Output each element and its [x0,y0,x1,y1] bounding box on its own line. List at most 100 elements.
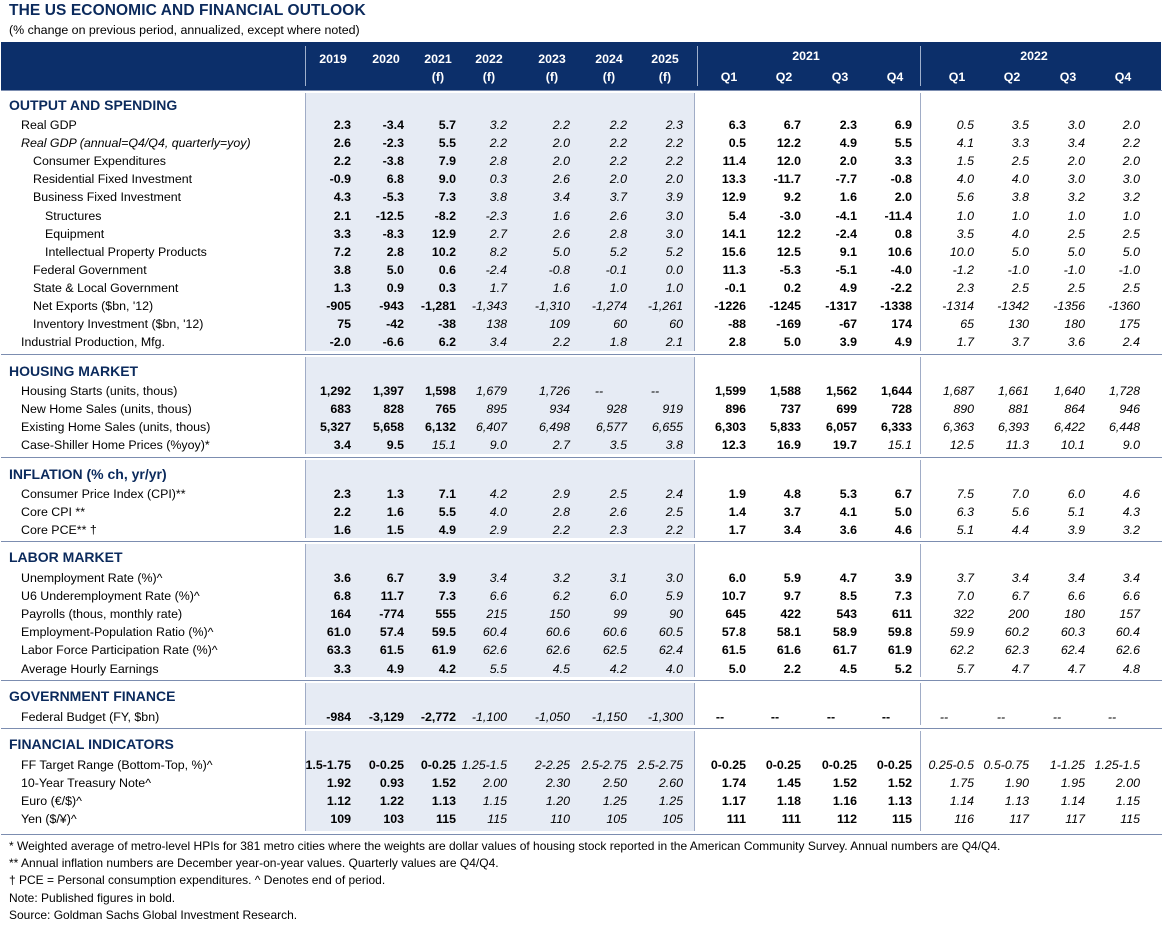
table-cell: 683 [330,402,351,417]
footnote-line: * Weighted average of metro-level HPIs f… [9,839,1001,853]
table-cell: -1226 [714,299,746,313]
table-row: Yen ($/¥)^ 109 103 115 115 110 105 105 111 111 112… [0,810,1163,828]
table-cell: 7.3 [438,190,456,205]
table-cell: 4.9 [438,523,456,538]
table-cell: 59.9 [949,625,974,640]
table-cell: 10.0 [949,244,974,259]
table-cell: -0.1 [605,262,627,277]
table-cell: -1356 [1053,299,1085,313]
table-cell: -2.3 [485,208,507,223]
annual-shade [305,544,694,677]
table-cell: 3.9 [839,335,857,350]
table-cell: -11.7 [773,172,801,187]
table-cell: 19.7 [832,438,857,453]
header-quarter: Q1 [948,70,966,84]
table-cell: 3.7 [1011,335,1029,350]
table-cell: 1.0 [1011,208,1029,223]
table-cell: 1.25-1.5 [1094,758,1140,772]
table-cell: 422 [780,607,801,622]
table-cell: -1.2 [952,262,974,277]
row-label: Average Hourly Earnings [21,661,159,676]
table-cell: 1.12 [326,794,351,809]
row-label: State & Local Government [33,280,179,295]
header-divider [697,46,698,86]
table-cell: 4.2 [609,661,627,676]
table-cell: 1.45 [776,776,801,791]
table-cell: 1.15 [1115,794,1140,809]
table-cell: -1,274 [591,299,627,313]
table-cell: 15.1 [887,438,912,453]
table-cell: 1,292 [319,384,351,398]
header-year-2022: 2022 [475,52,503,66]
table-cell: 2.6 [609,505,627,520]
table-cell: 1.5-1.75 [305,758,351,772]
table-cell: 3.2 [1067,190,1085,205]
table-cell: 60 [613,317,627,332]
table-cell: 14.1 [721,226,746,241]
column-divider [920,93,921,351]
section-title: INFLATION (% ch, yr/yr) [9,466,167,482]
section-separator [1,728,1162,729]
table-cell: 60.4 [1115,625,1140,640]
table-cell: 5.7 [956,661,974,676]
table-cell: 0-0.25 [710,758,746,772]
table-cell: 65 [960,317,974,332]
table-cell: 4.8 [1122,661,1140,676]
table-cell: 2.8 [386,244,404,259]
footnote-line: Source: Goldman Sachs Global Investment … [9,907,298,922]
table-row: Real GDP 2.3 -3.4 5.7 3.2 2.2 2.2 2.3 6.3 6.7 2.3 6… [0,116,1163,134]
table-cell: 1.90 [1004,776,1029,791]
table-cell: 138 [486,317,507,332]
table-cell: 5,327 [319,420,351,435]
table-cell: 864 [1064,402,1085,417]
table-cell: 5.0 [1122,244,1140,259]
table-cell: -8.2 [434,208,456,223]
table-cell: 4.0 [489,505,507,520]
table-row: Employment-Population Ratio (%)^ 61.0 57.4… [0,623,1163,641]
table-cell: 0.2 [783,280,801,295]
table-cell: 5.2 [894,661,912,676]
table-cell: 9.0 [489,438,507,453]
column-divider [305,544,306,677]
table-cell: 0.8 [894,226,912,241]
table-cell: 4.0 [665,661,683,676]
table-cell: 1.6 [333,523,351,538]
table-cell: -1342 [997,299,1029,313]
table-cell: 3.4 [1067,136,1085,151]
table-cell: 2.8 [489,154,507,169]
table-cell: 2.2 [552,523,570,538]
footnotes: * Weighted average of metro-level HPIs f… [9,838,1000,924]
table-cell: 12.3 [721,438,746,453]
table-cell: 1-1.25 [1049,758,1085,772]
table-cell: 0.5 [728,136,746,151]
table-cell: 12.5 [949,438,974,453]
table-row: Federal Government 3.8 5.0 0.6 -2.4 -0.8 -0.1 0… [0,261,1163,279]
table-cell: 3.4 [489,335,507,350]
footnote-line: Note: Published figures in bold. [9,890,176,905]
header-quarter: Q3 [831,70,849,84]
table-cell: 2.6 [333,136,351,151]
table-cell: 1.20 [545,794,570,809]
header-forecast-mark: (f) [545,70,559,84]
table-cell: 7.2 [333,244,351,259]
table-cell: 3.8 [665,438,683,453]
row-label: Inventory Investment ($bn, '12) [33,317,204,332]
table-cell: 3.0 [665,226,683,241]
table-cell: 4.7 [1067,661,1085,676]
row-label: Labor Force Participation Rate (%)^ [21,643,218,658]
table-cell: 1,397 [372,384,404,398]
table-cell: -- [1107,710,1117,724]
table-cell: 3.4 [783,523,801,538]
header-year-2023: 2023 [538,52,566,66]
table-cell: 9.2 [783,190,801,205]
table-cell: 61.5 [721,643,746,658]
row-label: U6 Underemployment Rate (%)^ [21,589,200,604]
table-cell: 12.5 [776,244,801,259]
table-cell: 5.9 [783,571,801,585]
table-cell: 1.0 [665,280,683,295]
section-title: LABOR MARKET [9,549,123,565]
table-cell: 1.5 [956,154,974,169]
table-cell: 13.3 [721,172,746,187]
table-row: Average Hourly Earnings 3.3 4.9 4.2 5.5 4.5 4.… [0,660,1163,678]
table-cell: 2.2 [1122,136,1140,151]
